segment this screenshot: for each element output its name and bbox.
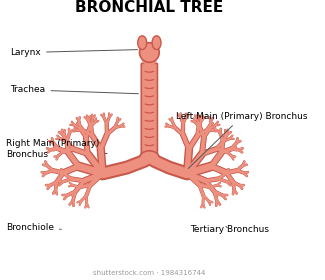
Text: shutterstock.com · 1984316744: shutterstock.com · 1984316744	[93, 270, 205, 276]
Ellipse shape	[142, 55, 157, 65]
FancyBboxPatch shape	[141, 63, 157, 157]
Ellipse shape	[139, 151, 159, 165]
Text: Right Main (Primary)
Bronchus: Right Main (Primary) Bronchus	[6, 139, 107, 158]
Text: Tertiary Bronchus: Tertiary Bronchus	[190, 225, 269, 234]
Text: Trachea: Trachea	[10, 85, 138, 94]
Ellipse shape	[139, 43, 159, 62]
Ellipse shape	[152, 36, 161, 50]
Ellipse shape	[138, 36, 147, 50]
Text: Left Main (Primary) Bronchus: Left Main (Primary) Bronchus	[176, 112, 308, 169]
Text: Bronchiole: Bronchiole	[6, 223, 61, 232]
Text: Larynx: Larynx	[10, 48, 137, 57]
Text: BRONCHIAL TREE: BRONCHIAL TREE	[75, 0, 224, 15]
